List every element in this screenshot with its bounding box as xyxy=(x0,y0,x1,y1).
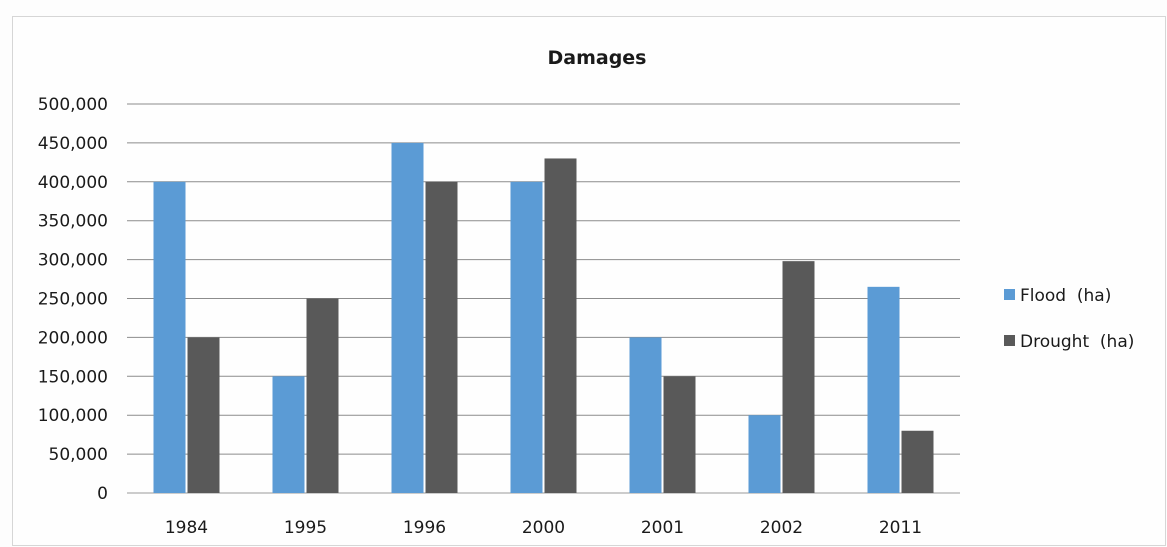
bar-flood-1984 xyxy=(153,181,186,494)
y-tick-label: 250,000 xyxy=(38,290,108,310)
y-tick-label: 400,000 xyxy=(38,173,108,193)
y-tick-label: 100,000 xyxy=(38,406,108,426)
bar-drought-1984 xyxy=(187,337,220,493)
y-axis-ticks: 0 50,000 100,000 150,000 200,000 250,000 300,0… xyxy=(38,95,108,504)
legend-label-drought: Drought (ha) xyxy=(1020,332,1134,352)
y-tick-label: 300,000 xyxy=(38,251,108,271)
bar-drought-1996 xyxy=(425,181,458,494)
legend-swatch-drought xyxy=(1004,335,1015,346)
x-tick-label: 2002 xyxy=(760,518,803,538)
legend: Flood (ha) Drought (ha) xyxy=(1004,286,1134,352)
x-tick-label: 2000 xyxy=(522,518,565,538)
legend-swatch-flood xyxy=(1004,289,1015,300)
x-axis-ticks: 1984 1995 1996 2000 2001 2002 2011 xyxy=(165,518,922,538)
bar-flood-2011 xyxy=(867,286,900,493)
y-tick-label: 350,000 xyxy=(38,212,108,232)
y-tick-label: 500,000 xyxy=(38,95,108,115)
chart-title: Damages xyxy=(547,47,646,69)
bar-flood-1996 xyxy=(391,142,424,493)
bar-drought-2001 xyxy=(663,376,696,493)
bar-drought-2000 xyxy=(544,158,577,493)
y-tick-label: 50,000 xyxy=(49,445,108,465)
x-tick-label: 2001 xyxy=(641,518,684,538)
bars xyxy=(153,142,934,494)
y-tick-label: 0 xyxy=(97,484,108,504)
x-tick-label: 2011 xyxy=(879,518,922,538)
legend-label-flood: Flood (ha) xyxy=(1020,286,1111,306)
bar-drought-1995 xyxy=(306,298,339,493)
bar-drought-2011 xyxy=(901,430,934,493)
bar-drought-2002 xyxy=(782,261,815,493)
bar-flood-2002 xyxy=(748,415,781,493)
y-tick-label: 450,000 xyxy=(38,134,108,154)
y-tick-label: 150,000 xyxy=(38,367,108,387)
x-tick-label: 1984 xyxy=(165,518,208,538)
x-tick-label: 1995 xyxy=(284,518,327,538)
y-tick-label: 200,000 xyxy=(38,328,108,348)
x-tick-label: 1996 xyxy=(403,518,446,538)
bar-flood-1995 xyxy=(272,376,305,493)
gridlines xyxy=(127,103,960,494)
bar-flood-2000 xyxy=(510,181,543,494)
bar-flood-2001 xyxy=(629,337,662,493)
